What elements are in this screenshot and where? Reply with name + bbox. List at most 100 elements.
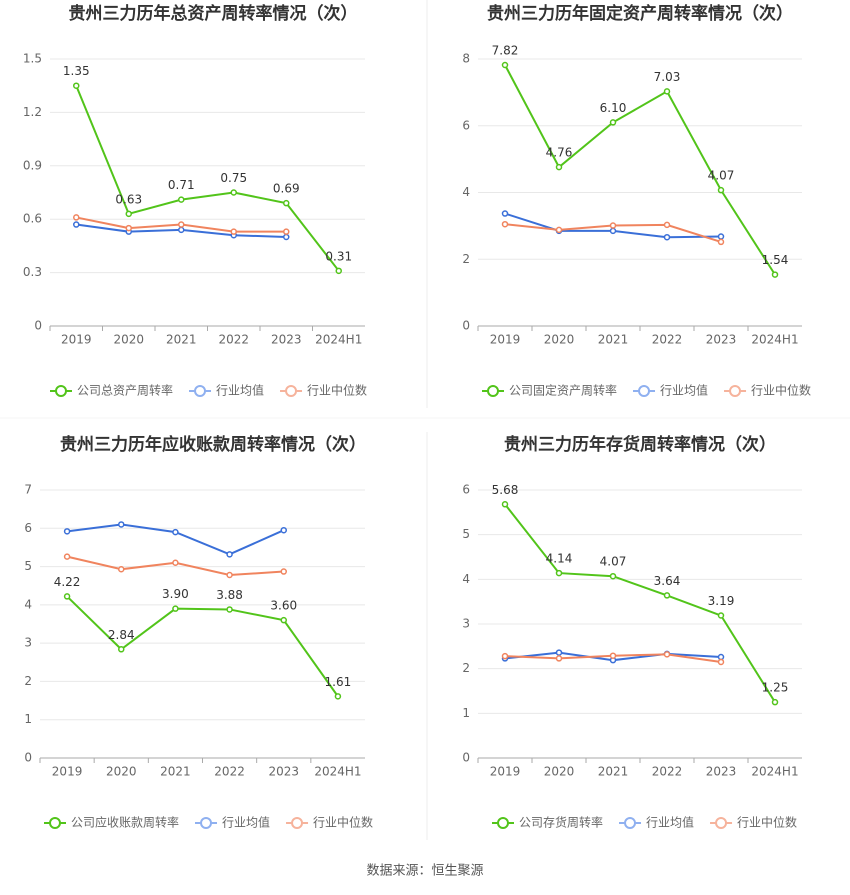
chart-title: 贵州三力历年应收账款周转率情况（次） <box>60 434 366 455</box>
x-tick-label: 2022 <box>652 333 683 347</box>
point <box>609 652 617 659</box>
point <box>663 592 671 599</box>
x-tick-label: 2019 <box>52 765 83 779</box>
point <box>609 222 617 229</box>
data-label: 0.71 <box>168 178 195 192</box>
y-tick-label: 6 <box>462 118 470 132</box>
point <box>118 521 125 528</box>
x-tick-label: 2023 <box>706 765 737 779</box>
point <box>717 238 725 246</box>
x-tick-label: 2024H1 <box>315 333 362 347</box>
data-label: 0.75 <box>220 171 247 185</box>
data-label: 0.69 <box>273 182 300 196</box>
point <box>555 655 563 662</box>
data-label: 3.88 <box>216 588 243 602</box>
point <box>125 224 132 232</box>
y-tick-label: 5 <box>24 559 32 573</box>
data-label: 0.31 <box>325 249 352 263</box>
x-tick-label: 2019 <box>490 765 521 779</box>
point <box>283 233 290 241</box>
point <box>555 226 563 234</box>
point <box>226 606 233 613</box>
data-label: 3.64 <box>654 574 681 588</box>
data-label: 1.61 <box>325 675 352 689</box>
data-label: 3.19 <box>708 594 735 608</box>
y-tick-label: 2 <box>462 252 470 266</box>
point <box>73 221 80 228</box>
series-line <box>504 64 776 276</box>
data-label: 4.07 <box>708 169 735 183</box>
y-tick-label: 2 <box>24 674 32 688</box>
x-tick-label: 2022 <box>652 765 683 779</box>
legend-label: 公司总资产周转率 <box>77 383 173 398</box>
point <box>663 88 671 95</box>
y-tick-label: 1.5 <box>23 52 42 66</box>
chart-title: 贵州三力历年存货周转率情况（次） <box>504 434 776 455</box>
y-tick-label: 6 <box>462 483 470 497</box>
data-label: 4.76 <box>546 146 573 160</box>
point <box>771 271 779 278</box>
y-tick-label: 8 <box>462 52 470 66</box>
legend-marker <box>200 817 213 829</box>
y-tick-label: 0.3 <box>23 265 42 279</box>
legend-label: 行业均值 <box>216 383 264 398</box>
y-tick-label: 5 <box>462 527 470 541</box>
x-tick-label: 2023 <box>271 333 302 347</box>
x-tick-label: 2019 <box>490 333 521 347</box>
y-tick-label: 1 <box>24 712 32 726</box>
x-tick-label: 2024H1 <box>751 765 798 779</box>
point <box>283 228 290 235</box>
point <box>178 226 185 234</box>
x-tick-label: 2020 <box>113 333 144 347</box>
legend-label: 公司应收账款周转率 <box>71 815 179 830</box>
x-tick-label: 2023 <box>268 765 299 779</box>
chart-title: 贵州三力历年总资产周转率情况（次） <box>69 3 358 24</box>
point <box>73 82 80 89</box>
point <box>280 616 287 624</box>
point <box>663 233 671 241</box>
point <box>609 119 617 126</box>
point <box>609 572 617 580</box>
y-tick-label: 0.9 <box>23 158 42 172</box>
point <box>555 649 563 656</box>
point <box>63 593 71 600</box>
y-tick-label: 4 <box>462 185 470 199</box>
series-line <box>66 595 339 697</box>
data-label: 1.25 <box>762 681 789 695</box>
data-label: 1.35 <box>63 64 90 78</box>
point <box>172 559 179 566</box>
point <box>555 163 563 171</box>
data-label: 5.68 <box>492 483 519 497</box>
point <box>663 221 671 229</box>
legend-marker <box>729 385 742 397</box>
point <box>280 526 287 534</box>
point <box>717 612 725 619</box>
legend-label: 行业均值 <box>646 815 694 830</box>
y-tick-label: 1 <box>462 706 470 720</box>
legend-marker <box>55 385 67 397</box>
point <box>125 210 132 218</box>
y-tick-label: 0 <box>34 319 42 333</box>
point <box>501 501 509 508</box>
point <box>717 233 725 240</box>
x-tick-label: 2020 <box>544 333 575 347</box>
y-tick-label: 4 <box>24 597 32 611</box>
y-tick-label: 0 <box>24 751 32 765</box>
legend-marker <box>497 817 509 829</box>
legend-label: 行业中位数 <box>307 383 367 398</box>
point <box>73 214 80 221</box>
y-tick-label: 3 <box>462 617 470 631</box>
chart-title: 贵州三力历年固定资产周转率情况（次） <box>487 3 793 24</box>
legend-label: 行业均值 <box>222 815 270 830</box>
legend-label: 行业均值 <box>660 383 708 398</box>
data-label: 1.54 <box>762 253 789 267</box>
legend-marker <box>49 817 61 829</box>
y-tick-label: 7 <box>24 483 32 497</box>
data-label: 3.90 <box>162 587 189 601</box>
data-label: 2.84 <box>108 628 135 642</box>
point <box>555 569 563 577</box>
point <box>230 228 237 235</box>
x-tick-label: 2019 <box>61 333 92 347</box>
legend-label: 公司固定资产周转率 <box>509 383 617 398</box>
